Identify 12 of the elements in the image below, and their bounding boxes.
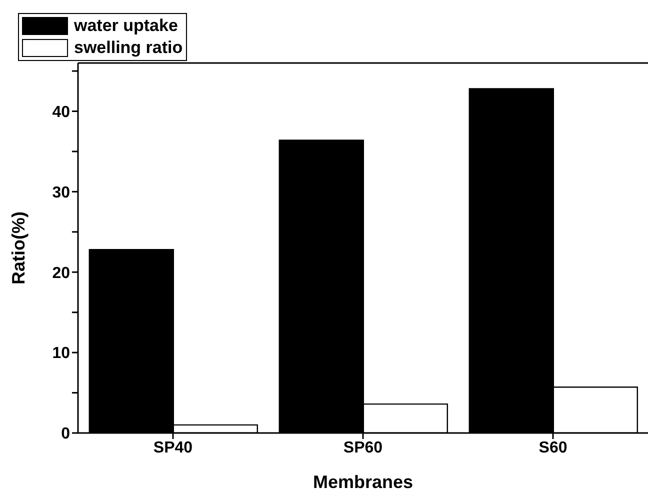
legend-label: water uptake xyxy=(74,16,178,36)
y-tick-label: 20 xyxy=(52,264,70,282)
legend-label: swelling ratio xyxy=(74,38,183,58)
y-tick-label: 40 xyxy=(52,104,70,121)
x-tick-label: SP60 xyxy=(343,439,383,456)
x-axis-title: Membranes xyxy=(312,472,414,492)
y-tick-label: 30 xyxy=(52,184,70,202)
y-tick-label: 10 xyxy=(52,345,70,362)
x-tick-label: SP40 xyxy=(153,439,193,456)
x-tick-label: S60 xyxy=(538,439,568,456)
y-axis-title: Ratio(%) xyxy=(8,212,28,284)
y-tick-label: 0 xyxy=(61,426,70,443)
